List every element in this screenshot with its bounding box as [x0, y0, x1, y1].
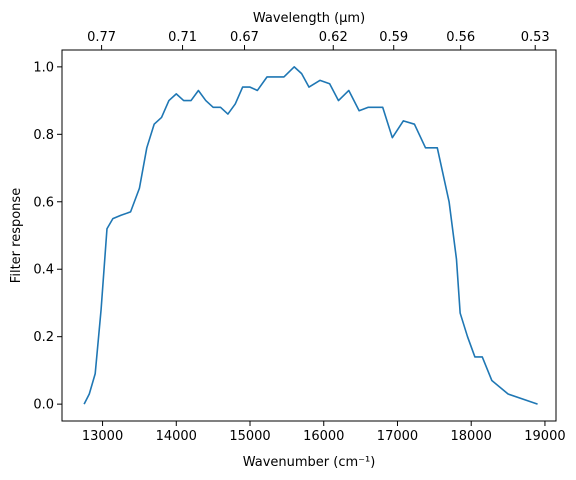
top-tick-label: 0.53: [521, 30, 550, 45]
x-tick-label: 14000: [156, 429, 197, 444]
x-tick-label: 19000: [524, 429, 565, 444]
top-axis-ticks: 0.77 0.71 0.67 0.62 0.59 0.56 0.53: [87, 30, 550, 50]
x-tick-label: 13000: [82, 429, 123, 444]
y-tick-label: 0.4: [33, 263, 54, 278]
top-tick-label: 0.67: [230, 30, 259, 45]
top-tick-label: 0.59: [379, 30, 408, 45]
x-axis-label: Wavenumber (cm⁻¹): [243, 455, 376, 470]
top-tick-label: 0.56: [446, 30, 475, 45]
y-tick-label: 0.6: [33, 195, 54, 210]
y-tick-label: 0.2: [33, 330, 54, 345]
plot-frame: [61, 49, 557, 422]
x-tick-label: 18000: [451, 429, 492, 444]
top-tick-label: 0.77: [87, 30, 116, 45]
y-tick-label: 0.8: [33, 128, 54, 143]
x-axis-ticks: 13000 14000 15000 16000 17000 18000 19000: [82, 421, 566, 444]
y-axis-label: Filter response: [9, 188, 24, 283]
x-tick-label: 16000: [303, 429, 344, 444]
x-tick-label: 17000: [377, 429, 418, 444]
y-tick-label: 1.0: [33, 60, 54, 75]
x-tick-label: 15000: [229, 429, 270, 444]
top-axis-label: Wavelength (μm): [253, 11, 365, 26]
filter-response-line: [83, 66, 538, 405]
y-tick-label: 0.0: [33, 398, 54, 413]
y-axis-ticks: 0.0 0.2 0.4 0.6 0.8 1.0: [33, 60, 62, 413]
top-tick-label: 0.71: [168, 30, 197, 45]
top-tick-label: 0.62: [319, 30, 348, 45]
